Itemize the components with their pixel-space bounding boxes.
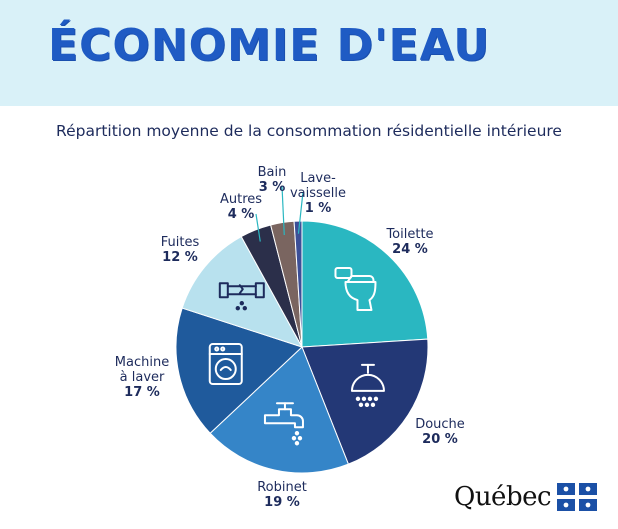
slice-label-lave-vaisselle: Lave-: [300, 171, 336, 186]
leader-line-lave-vaisselle: [297, 191, 304, 234]
slice-label-toilette: Toilette: [385, 227, 433, 242]
slice-douche: [301, 338, 429, 465]
slice-label-douche: Douche: [415, 417, 465, 432]
slice-lave-vaisselle: [293, 220, 303, 348]
slice-value-toilette: 24 %: [392, 242, 428, 257]
slice-toilette: [301, 220, 429, 348]
slice-value-lave-vaisselle: 1 %: [305, 201, 332, 216]
leader-line-bain: [281, 185, 285, 236]
slice-value-robinet: 19 %: [264, 495, 300, 510]
slice-label-bain: Bain: [258, 165, 287, 180]
header-banner: ÉCONOMIE D'EAU: [0, 0, 618, 106]
quebec-logo: Québec: [454, 482, 598, 512]
leaking-pipe-icon: [218, 282, 265, 311]
chart-subtitle: Répartition moyenne de la consommation r…: [56, 122, 562, 140]
slice-label-robinet: Robinet: [257, 480, 307, 495]
shower-icon: [350, 363, 385, 408]
slice-label-machine-a-laver: à laver: [120, 370, 165, 385]
slice-label-machine-a-laver: Machine: [115, 355, 169, 370]
slice-value-bain: 3 %: [259, 180, 286, 195]
slice-value-machine-a-laver: 17 %: [124, 385, 160, 400]
slice-value-fuites: 12 %: [162, 250, 198, 265]
slice-label-fuites: Fuites: [161, 235, 200, 250]
slice-machine-a-laver: [175, 307, 303, 434]
page-title: ÉCONOMIE D'EAU: [48, 20, 490, 71]
toilet-icon: [334, 267, 377, 312]
washing-machine-icon: [208, 343, 243, 386]
slice-label-autres: Autres: [220, 192, 262, 207]
brand-wordmark: Québec: [454, 482, 552, 512]
faucet-icon: [263, 402, 304, 446]
quebec-flag-icon: [557, 483, 598, 511]
slice-value-douche: 20 %: [422, 432, 458, 447]
slice-label-lave-vaisselle: vaisselle: [290, 186, 346, 201]
leader-line-autres: [255, 213, 261, 242]
slice-value-autres: 4 %: [228, 207, 255, 222]
